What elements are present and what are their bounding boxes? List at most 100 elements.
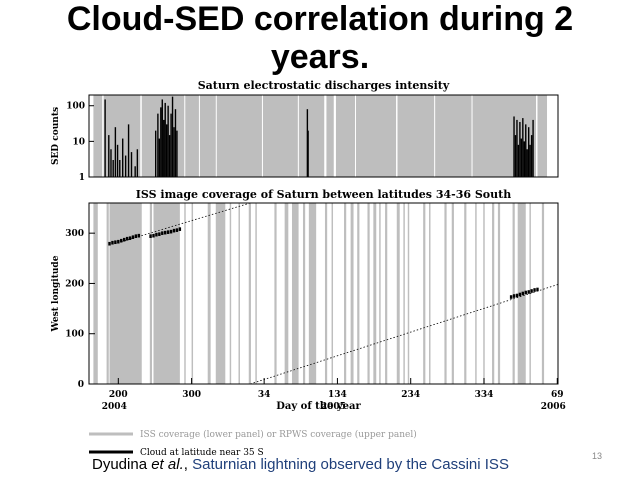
iss-coverage-band: [109, 203, 142, 384]
rpws-coverage-gap: [536, 95, 538, 177]
cloud-point: [518, 292, 522, 297]
bottom-panel-ylabel: West longitude: [51, 255, 61, 332]
cloud-point: [120, 238, 123, 243]
slide-title-line2: years.: [270, 38, 370, 76]
cloud-point: [521, 291, 525, 296]
cloud-point: [175, 228, 179, 232]
cloud-point: [137, 233, 141, 238]
drift-line: [114, 202, 251, 245]
top-panel-ylabel: SED counts: [51, 107, 61, 165]
rpws-coverage-gap: [434, 95, 436, 177]
bottom-ytick-label: 300: [65, 229, 84, 239]
bottom-panel-frame: [88, 202, 559, 385]
xtick-label: 334: [475, 390, 494, 400]
iss-coverage-band: [423, 203, 426, 384]
iss-coverage-band: [302, 203, 306, 384]
cloud-point: [178, 227, 182, 231]
cloud-point: [536, 287, 539, 292]
cloud-point: [530, 289, 533, 293]
cloud-point: [533, 288, 536, 292]
citation-sep: ,: [183, 456, 188, 473]
rpws-coverage-gap: [89, 95, 94, 177]
cloud-point: [166, 230, 170, 234]
iss-coverage-band: [93, 203, 98, 384]
legend-label-coverage: ISS coverage (lower panel) or RPWS cover…: [140, 429, 417, 440]
bottom-ytick-label: 200: [65, 279, 84, 289]
cloud-point: [111, 240, 114, 245]
cloud-point: [149, 234, 152, 238]
rpws-coverage-gap: [333, 95, 336, 177]
iss-coverage-band: [451, 203, 454, 384]
iss-coverage-band: [350, 203, 354, 384]
rpws-coverage-gap: [140, 95, 142, 177]
iss-coverage-band: [215, 203, 226, 384]
rpws-coverage-gap: [396, 95, 398, 177]
xtick-label: 134: [328, 390, 347, 400]
xtick-label: 300: [182, 390, 201, 400]
cloud-point: [155, 232, 158, 237]
rpws-coverage-gap: [297, 95, 299, 177]
bottom-ytick-label: 0: [78, 380, 84, 390]
cloud-point: [169, 229, 173, 234]
legend-label-cloud: Cloud at latitude near 35 S: [140, 448, 264, 458]
citation-author: Dyudina: [92, 456, 148, 473]
iss-coverage-band: [106, 203, 109, 384]
iss-coverage-band: [238, 203, 240, 384]
cloud-point: [122, 237, 126, 242]
iss-coverage-band: [492, 203, 495, 384]
iss-coverage-band: [464, 203, 467, 384]
xtick-year: 2004: [102, 402, 127, 412]
rpws-coverage-gap: [324, 95, 327, 177]
cloud-point: [512, 294, 516, 298]
cloud-point: [117, 239, 120, 244]
rpws-coverage-gap: [215, 95, 217, 177]
top-panel-frame: [88, 94, 559, 178]
iss-coverage-band: [344, 203, 347, 384]
iss-coverage-band: [255, 203, 257, 384]
iss-coverage-band: [475, 203, 477, 384]
cloud-point: [128, 236, 132, 240]
citation: Dyudina et al., Saturnian lightning obse…: [92, 456, 509, 473]
rpws-coverage-gap: [261, 95, 263, 177]
iss-coverage-band: [357, 203, 360, 384]
page-number: 13: [592, 451, 603, 461]
top-panel-title: Saturn electrostatic discharges intensit…: [198, 79, 450, 92]
xtick-year: 2006: [541, 402, 566, 412]
slide-title-line1: Cloud-SED correlation during 2: [66, 0, 574, 38]
top-ytick-label: 10: [72, 137, 85, 147]
iss-coverage-band: [444, 203, 447, 384]
rpws-coverage-gap: [102, 95, 104, 177]
iss-coverage-band: [396, 203, 400, 384]
cloud-point: [131, 235, 135, 239]
bottom-panel-title: ISS image coverage of Saturn between lat…: [136, 188, 511, 201]
xtick-year: 2005: [321, 402, 346, 412]
iss-coverage-band: [379, 203, 381, 384]
cloud-point: [524, 290, 527, 295]
iss-coverage-band: [191, 203, 194, 384]
top-ytick-label: 1: [79, 173, 85, 183]
iss-coverage-band: [483, 203, 485, 384]
iss-coverage-band: [207, 203, 211, 384]
iss-coverage-band: [541, 203, 545, 384]
drift-line: [250, 284, 559, 385]
rpws-coverage-gap: [547, 95, 558, 177]
iss-coverage-band: [512, 203, 515, 384]
rpws-coverage-gap: [355, 95, 357, 177]
iss-coverage-band: [274, 203, 277, 384]
cloud-point: [172, 228, 176, 233]
iss-coverage-band: [153, 203, 180, 384]
iss-coverage-band: [331, 203, 334, 384]
xtick-label: 234: [401, 390, 420, 400]
cloud-point: [125, 236, 129, 241]
rpws-coverage-gap: [198, 95, 200, 177]
iss-coverage-band: [367, 203, 370, 384]
iss-coverage-band: [497, 203, 501, 384]
iss-coverage-band: [248, 203, 251, 384]
bottom-panel-xlabel: Day of the year: [276, 401, 361, 412]
iss-coverage-band: [229, 203, 232, 384]
iss-coverage-band: [308, 203, 317, 384]
cloud-point: [108, 241, 111, 246]
iss-coverage-band: [429, 203, 431, 384]
cloud-point: [134, 234, 138, 238]
